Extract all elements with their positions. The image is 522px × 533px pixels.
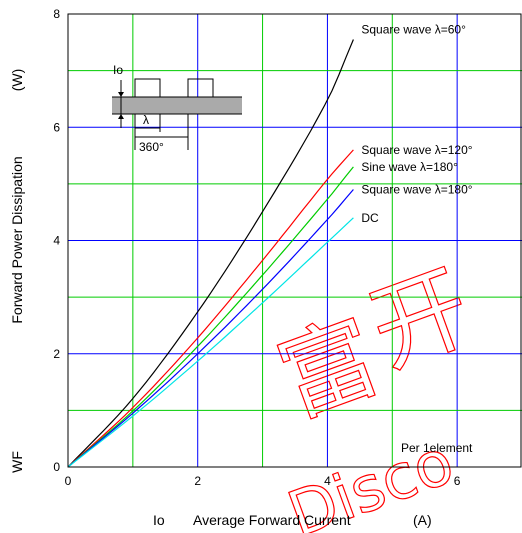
inset-io-label: Io — [113, 63, 123, 77]
inset-io-arrowhead-top — [118, 92, 124, 97]
series-lines — [67, 39, 354, 468]
x-tick-label: 4 — [324, 474, 331, 488]
x-axis-symbol: Io — [153, 512, 165, 528]
series-label: Square wave λ=180° — [361, 183, 472, 197]
series-line — [67, 189, 354, 468]
y-axis-unit: (W) — [9, 69, 25, 92]
series-label: DC — [361, 211, 379, 225]
inset-lambda-label: λ — [143, 113, 149, 127]
y-tick-label: 6 — [53, 120, 60, 134]
x-axis-title: Average Forward Current — [193, 512, 351, 528]
waveform-inset: Io λ 360° — [112, 63, 242, 154]
inset-period-label: 360° — [139, 140, 164, 154]
y-tick-label: 8 — [53, 7, 60, 21]
inset-band — [112, 97, 242, 114]
series-label: Square wave λ=60° — [361, 22, 466, 36]
y-tick-label: 2 — [53, 347, 60, 361]
series-label: Square wave λ=120° — [361, 143, 472, 157]
series-labels: Square wave λ=60° Square wave λ=120° Sine … — [361, 22, 472, 224]
y-axis-symbol: WF — [9, 451, 25, 473]
per-element-note: Per 1element — [401, 441, 473, 455]
y-tick-label: 0 — [53, 460, 60, 474]
series-line — [67, 166, 354, 468]
series-line — [67, 217, 354, 468]
series-line — [67, 149, 354, 468]
plot-frame — [67, 13, 522, 468]
x-tick-label: 6 — [454, 474, 461, 488]
inset-pulse-train — [112, 78, 242, 98]
y-axis-title: Forward Power Dissipation — [9, 156, 25, 323]
x-tick-label: 0 — [65, 474, 72, 488]
x-tick-label: 2 — [194, 474, 201, 488]
x-axis-unit: (A) — [413, 512, 432, 528]
grid — [68, 14, 522, 467]
series-label: Sine wave λ=180° — [361, 160, 458, 174]
inset-io-arrowhead-bottom — [118, 114, 124, 119]
y-tick-label: 4 — [53, 234, 60, 248]
axis-ticks: 0 2 4 6 0 2 4 6 8 — [53, 7, 460, 488]
series-line — [67, 39, 354, 468]
